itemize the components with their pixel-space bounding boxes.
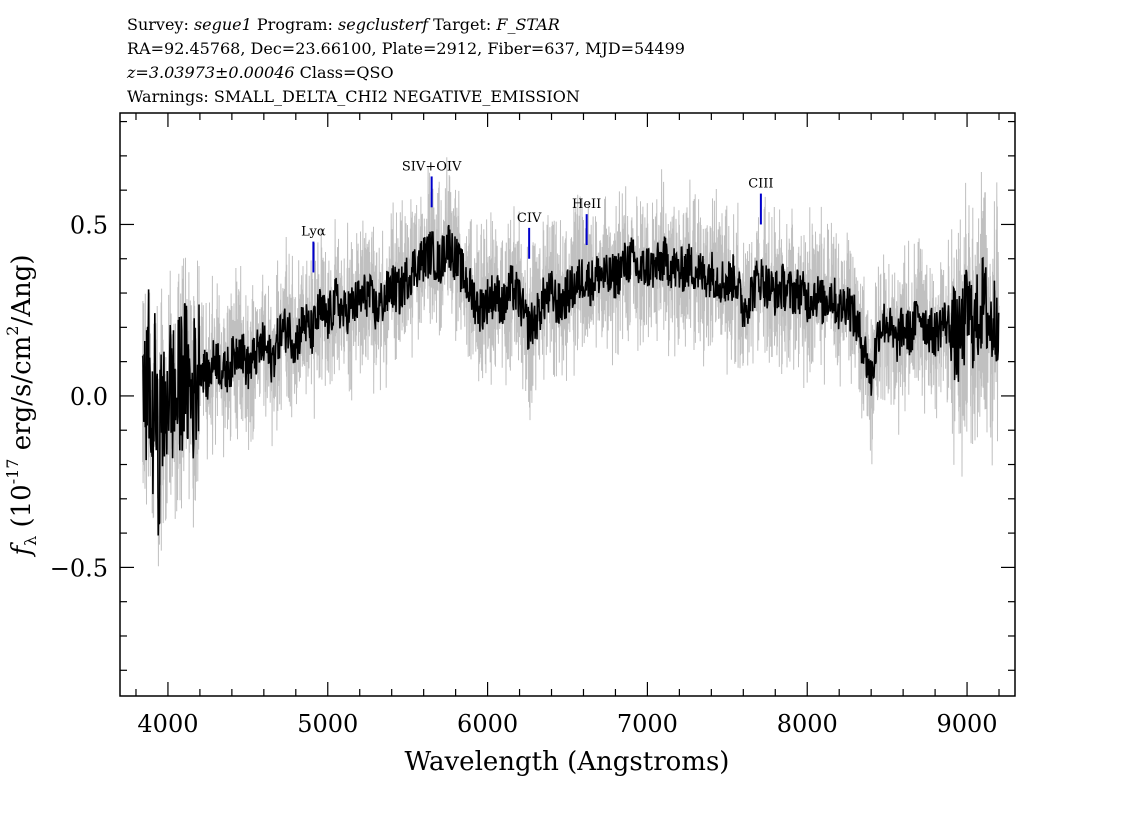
plot-header: Survey: segue1 Program: segclusterf Targ… — [126, 15, 685, 106]
y-axis-title-exp2: 2 — [3, 326, 22, 336]
x-tick-label: 9000 — [937, 710, 998, 738]
x-tick-label: 5000 — [297, 710, 358, 738]
x-tick-label: 8000 — [777, 710, 838, 738]
header-segment: segue1 — [194, 15, 252, 34]
y-axis-title-a: (10 — [7, 484, 37, 536]
noise-envelope-series — [141, 157, 1000, 567]
emission-line-label: HeII — [572, 197, 601, 212]
axes: 4000 5000 6000 7000 8000 9000 −0.5 0.0 0.5 — [50, 113, 1015, 738]
y-axis-title-b: erg/s/cm — [7, 336, 37, 459]
header-warnings-line: Warnings: SMALL_DELTA_CHI2 NEGATIVE_EMIS… — [127, 87, 580, 106]
y-axis-title-exp: -17 — [3, 459, 22, 485]
header-survey-line: Survey: segue1 Program: segclusterf Targ… — [127, 15, 560, 34]
plot-frame — [119, 112, 1016, 697]
emission-line-label: CIV — [517, 211, 542, 226]
header-segment: F_STAR — [495, 15, 559, 34]
x-tick-label: 6000 — [457, 710, 518, 738]
header-redshift: z=3.03973±0.00046 — [126, 63, 295, 82]
x-tick-label: 4000 — [137, 710, 198, 738]
flux-series-line — [141, 224, 1000, 536]
header-segment: segclusterf — [338, 15, 431, 34]
emission-line-label: CIII — [748, 177, 773, 192]
x-tick-label: 7000 — [617, 710, 678, 738]
y-tick-label: 0.5 — [70, 211, 108, 239]
y-axis-title-sub: λ — [21, 536, 40, 546]
emission-line-label: Lyα — [301, 225, 326, 240]
y-tick-label: −0.5 — [50, 554, 108, 582]
y-tick-label: 0.0 — [70, 383, 108, 411]
y-axis-title: fλ (10-17 erg/s/cm2/Ang) — [3, 254, 40, 557]
header-segment: Target: — [428, 15, 496, 34]
plot-area: Lyα SIV+OIV CIV HeII CIII — [141, 157, 1000, 567]
y-axis-title-c: /Ang) — [7, 254, 37, 325]
emission-line-label: SIV+OIV — [402, 159, 462, 174]
header-segment: Survey: — [127, 15, 194, 34]
header-coordinates-line: RA=92.45768, Dec=23.66100, Plate=2912, F… — [127, 39, 685, 58]
header-redshift-line: z=3.03973±0.00046 Class=QSO — [126, 63, 394, 82]
header-class: Class=QSO — [295, 63, 394, 82]
header-segment: Program: — [252, 15, 338, 34]
x-axis-title: Wavelength (Angstroms) — [405, 747, 730, 777]
